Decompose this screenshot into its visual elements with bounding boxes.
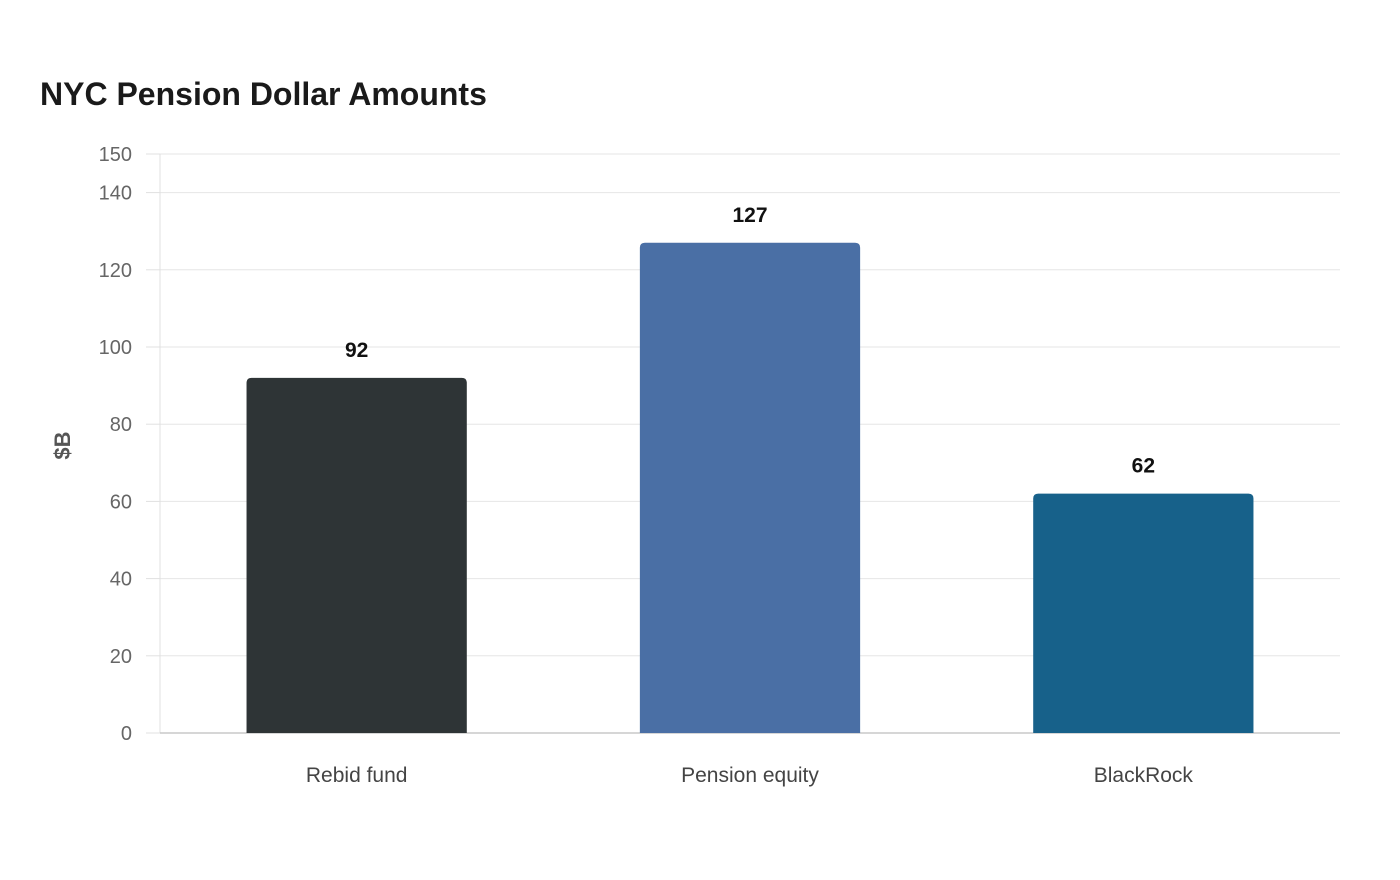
y-tick-label: 120 bbox=[99, 260, 132, 282]
bar-rebid-fund bbox=[246, 377, 467, 733]
chart-title: NYC Pension Dollar Amounts bbox=[40, 76, 487, 112]
y-tick-label: 40 bbox=[110, 569, 132, 591]
y-tick-label: 0 bbox=[121, 723, 132, 745]
bars bbox=[246, 242, 1254, 733]
bar-value-label: 62 bbox=[1132, 455, 1155, 478]
y-axis-title: $B bbox=[50, 431, 75, 459]
bar-pension-equity bbox=[639, 242, 861, 733]
y-tick-label: 150 bbox=[99, 144, 132, 166]
y-tick-label: 20 bbox=[110, 646, 132, 668]
x-category-label: Pension equity bbox=[681, 764, 819, 787]
bar-value-label: 127 bbox=[732, 204, 767, 227]
x-category-label: Rebid fund bbox=[306, 764, 408, 787]
y-tick-label: 100 bbox=[99, 337, 132, 359]
y-tick-label: 140 bbox=[99, 183, 132, 205]
y-tick-label: 60 bbox=[110, 491, 132, 513]
bar-value-label: 92 bbox=[345, 339, 368, 362]
y-tick-label: 80 bbox=[110, 414, 132, 436]
x-category-label: BlackRock bbox=[1094, 764, 1194, 787]
labels: 0 20 40 60 80 100 120 140 150 $B 92 Rebid fund 127 Pe… bbox=[50, 144, 1193, 787]
bar-blackrock bbox=[1033, 493, 1254, 733]
